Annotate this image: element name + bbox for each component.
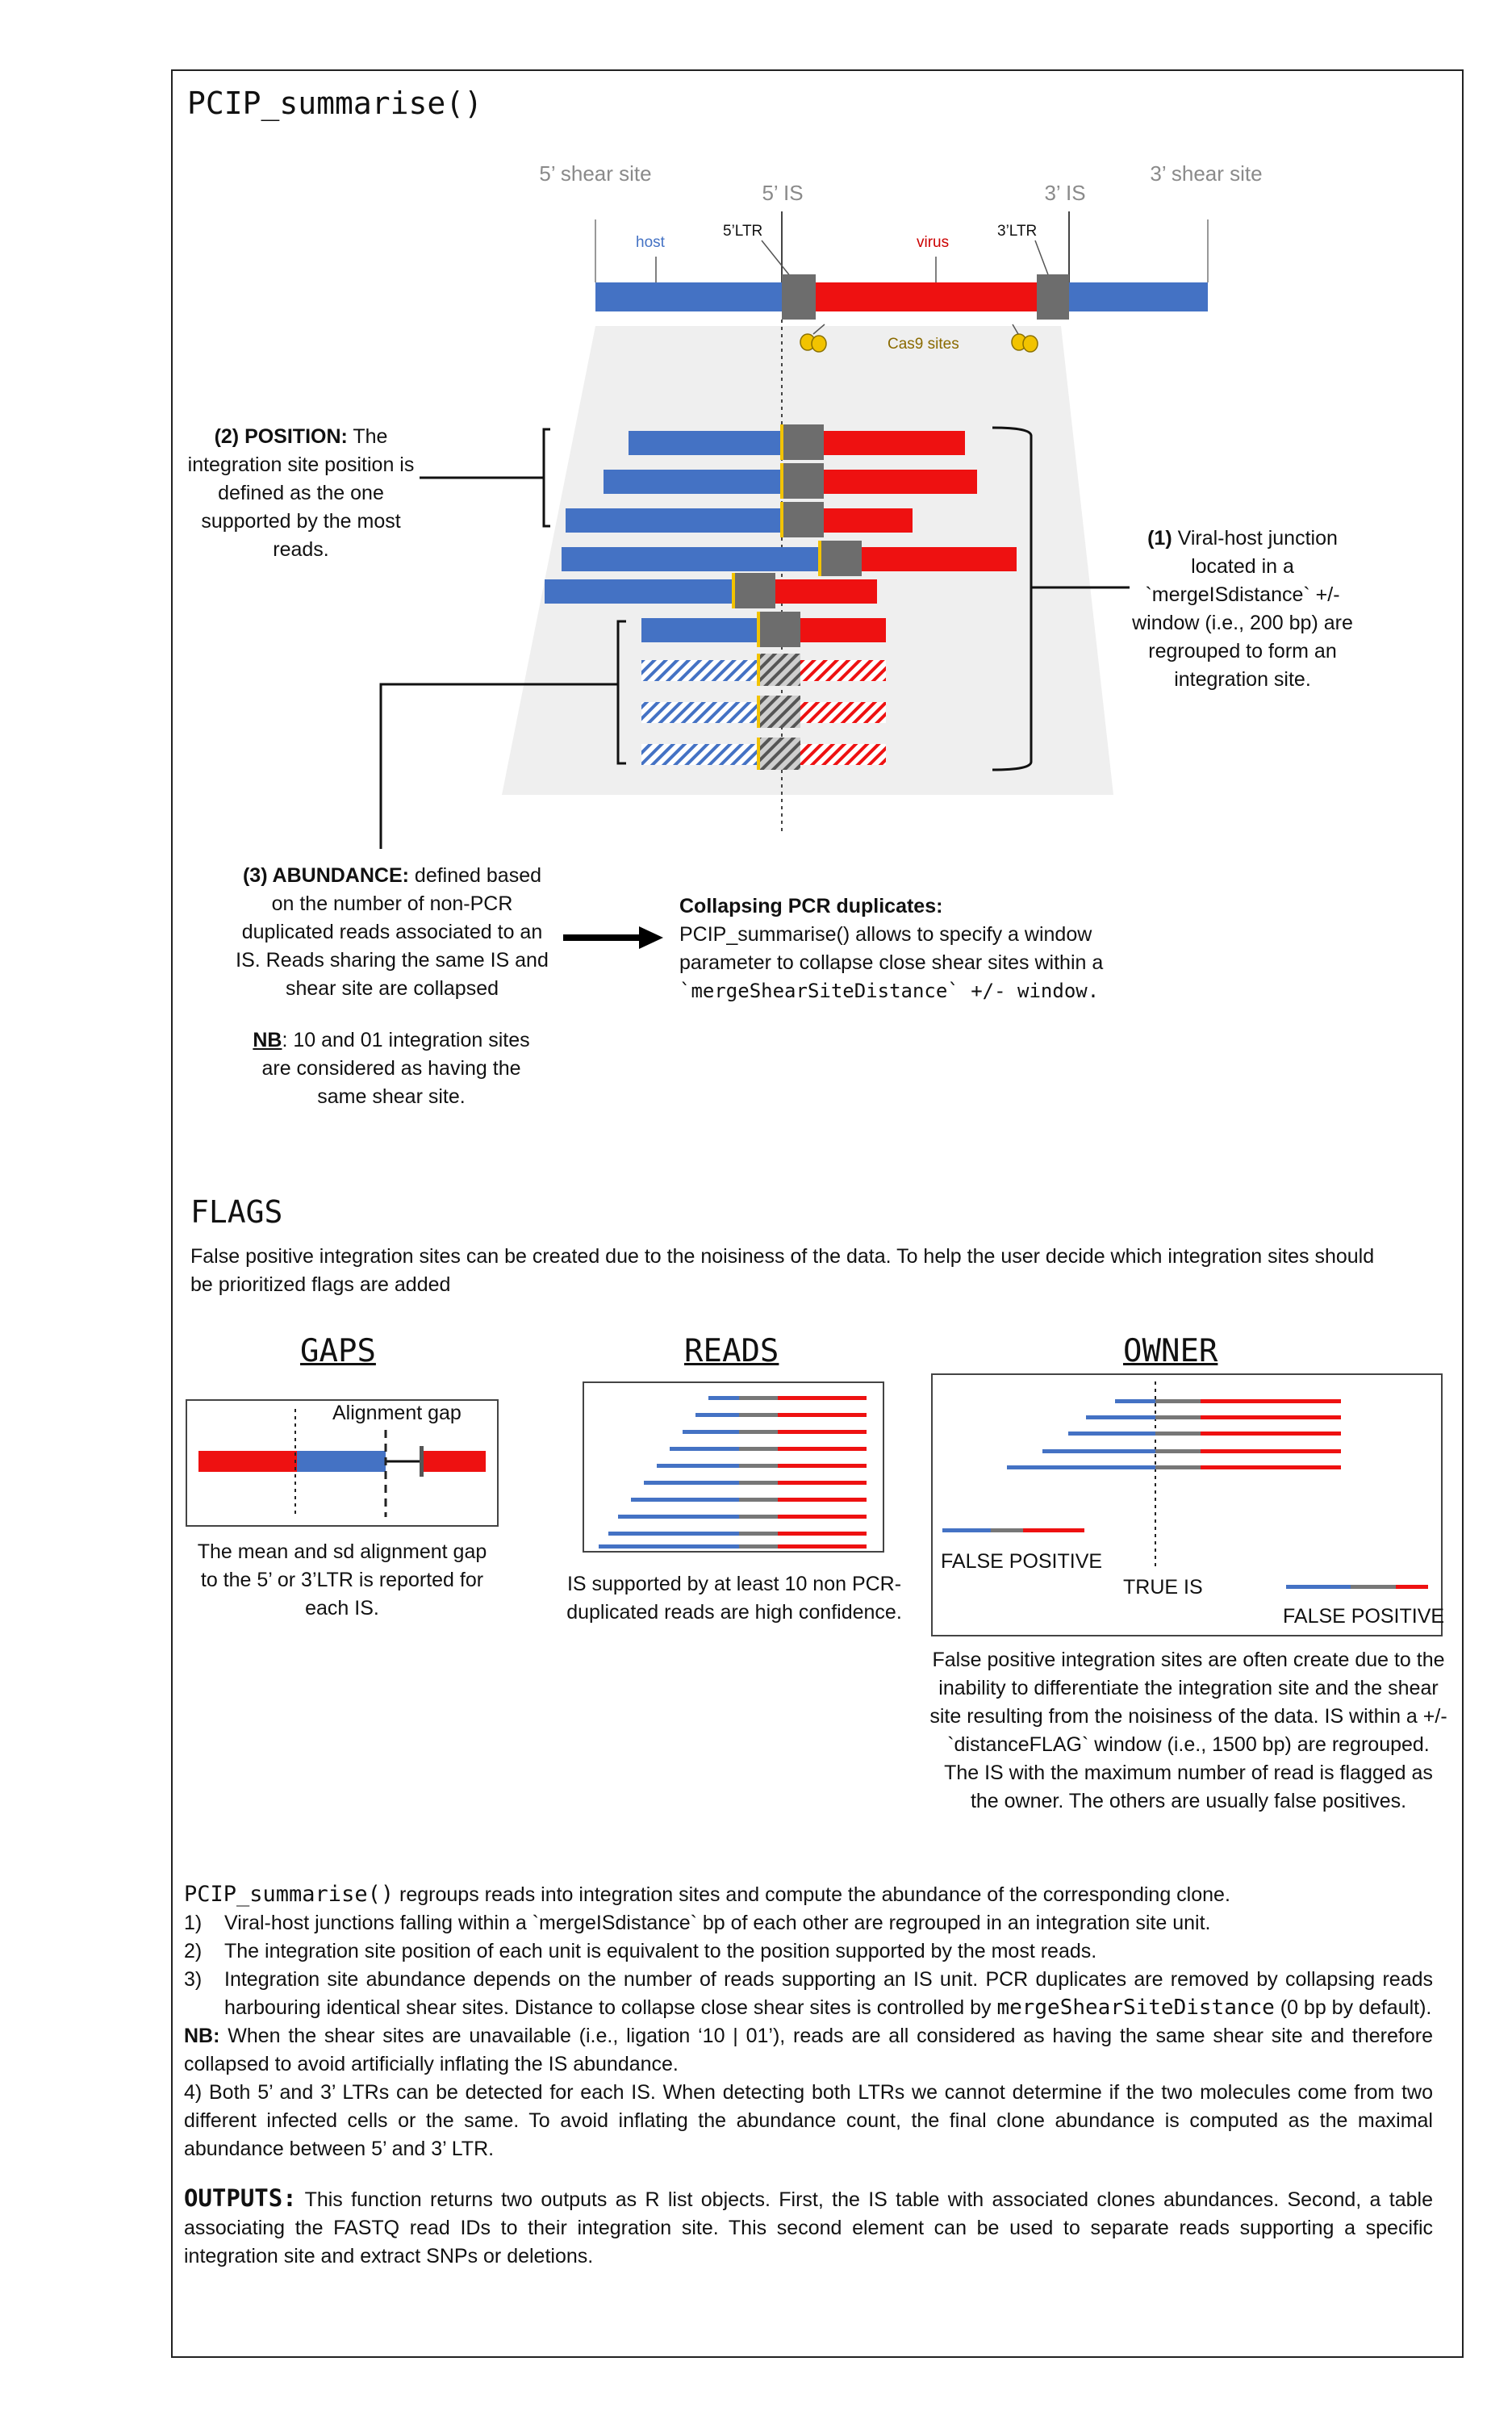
summary-item-4: 4) Both 5’ and 3’ LTRs can be detected f… [184, 2081, 1433, 2160]
summary-item: 3) Integration site abundance depends on … [184, 1968, 1433, 2020]
abundance-note: (3) ABUNDANCE: defined based on the numb… [236, 864, 549, 1000]
host-segment-left [595, 282, 785, 311]
read-row [562, 541, 1017, 576]
integration-diagram [379, 211, 1209, 949]
ltr3-box [1037, 274, 1069, 320]
false-positive-read [942, 1528, 1084, 1532]
duplicate-read-row [641, 696, 886, 728]
ltr5-box [782, 274, 816, 320]
virus-segment [816, 282, 1037, 311]
summary-nb: NB: When the shear sites are unavailable… [184, 2025, 1433, 2075]
position-bracket [420, 428, 550, 528]
summary-item: 2) The integration site position of each … [184, 1940, 1097, 1962]
nb-note: NB: 10 and 01 integration sites are cons… [253, 1029, 530, 1108]
duplicate-read-row [641, 738, 886, 770]
read-stack [599, 1396, 867, 1549]
figure-frame [171, 69, 1464, 2358]
alignment-gap-label: Alignment gap [332, 1402, 462, 1424]
host-label: host [636, 234, 665, 251]
virus-label: virus [917, 234, 950, 251]
summary-item: 1) Viral-host junctions falling within a … [184, 1912, 1211, 1934]
abundance-bracket [379, 620, 626, 849]
summary-function-name: PCIP_summarise() [184, 1882, 395, 1907]
junction-note: (1) Viral-host junction located in a `me… [1132, 527, 1353, 691]
host-segment-right [1069, 282, 1208, 311]
ltr3-label: 3’LTR [997, 223, 1038, 240]
collapse-note: Collapsing PCR duplicates: PCIP_summaris… [679, 895, 1104, 1002]
ltr5-label: 5’LTR [723, 223, 763, 240]
is3-label: 3’ IS [1044, 181, 1086, 205]
read-row [629, 424, 965, 460]
duplicate-read-row [641, 654, 886, 686]
junction-bracket [992, 426, 1130, 771]
shear5-label: 5’ shear site [539, 161, 652, 186]
page-title: PCIP_summarise() [187, 86, 483, 121]
true-is-label: TRUE IS [1123, 1576, 1203, 1599]
owner-reads [1007, 1399, 1341, 1469]
collapse-note-title: Collapsing PCR duplicates: [679, 895, 943, 917]
false-positive-read [1286, 1585, 1428, 1589]
cas9-label: Cas9 sites [888, 336, 959, 353]
read-row [641, 612, 886, 647]
read-row [545, 573, 877, 608]
reads-caption: IS supported by at least 10 non PCR-dupl… [566, 1573, 902, 1624]
read-row [604, 463, 977, 499]
outputs-paragraph: OUTPUTS: This function returns two outpu… [184, 2184, 1433, 2267]
summary-block: PCIP_summarise() regroups reads into int… [184, 1880, 1433, 2271]
reads-title: READS [684, 1333, 779, 1369]
cas9-icon [1011, 324, 1038, 353]
cas9-icon [800, 324, 827, 353]
owner-title: OWNER [1123, 1333, 1218, 1369]
owner-caption: False positive integration sites are oft… [929, 1649, 1447, 1812]
false-positive-label-2: FALSE POSITIVE [1283, 1605, 1445, 1628]
flags-title: FLAGS [190, 1194, 283, 1230]
outputs-label: OUTPUTS: [184, 2184, 297, 2212]
gaps-caption: The mean and sd alignment gap to the 5’ … [197, 1540, 487, 1620]
arrow-icon [563, 926, 663, 949]
gaps-title: GAPS [300, 1333, 376, 1369]
false-positive-label-1: FALSE POSITIVE [941, 1550, 1103, 1573]
position-note: (2) POSITION: The integration site posit… [187, 425, 415, 561]
shear3-label: 3’ shear site [1150, 161, 1263, 186]
read-row [566, 502, 913, 537]
ltr5-label-line [761, 240, 792, 278]
ltr3-label-line [1034, 240, 1050, 278]
flags-intro: False positive integration sites can be … [190, 1245, 1375, 1296]
is5-label: 5’ IS [762, 181, 804, 205]
